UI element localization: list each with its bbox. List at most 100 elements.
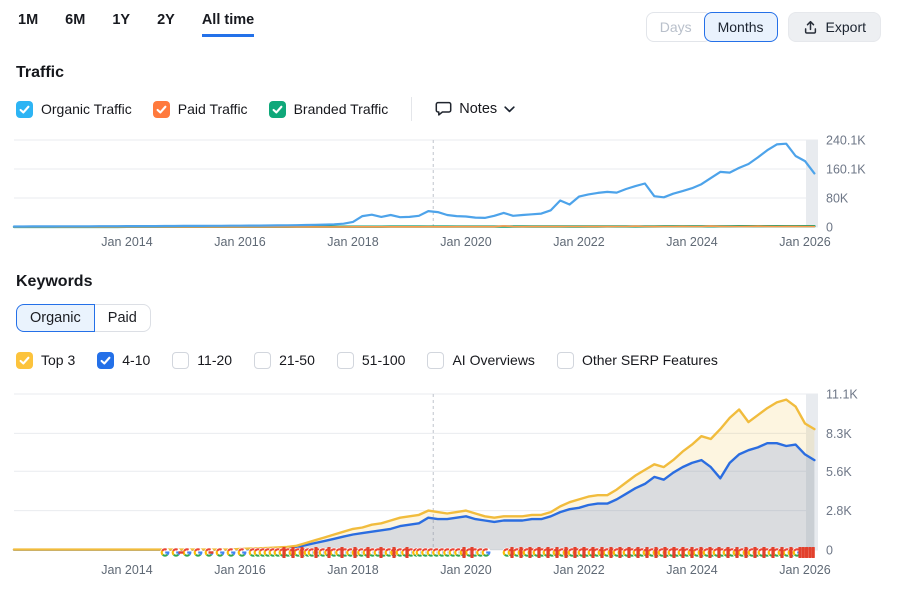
note-marker-bar [690, 547, 694, 558]
filter-label: 11-20 [197, 352, 233, 368]
note-marker-bar [470, 547, 474, 558]
legend-item-organic-traffic[interactable]: Organic Traffic [16, 100, 132, 118]
y-axis-label: 8.3K [826, 427, 852, 441]
top-3-line [12, 398, 816, 551]
notes-button[interactable]: Notes [435, 101, 515, 117]
filter-label: 21-50 [279, 352, 315, 368]
days-button[interactable]: Days [645, 12, 712, 42]
traffic-section: Traffic Organic Traffic Paid Traffic Brand… [0, 64, 899, 255]
note-marker-bar [699, 547, 703, 558]
note-marker-bar [519, 547, 523, 558]
checked-checkbox[interactable] [152, 100, 170, 118]
legend-item-label: Paid Traffic [177, 101, 248, 117]
chevron-down-icon [504, 105, 515, 113]
y-axis-label: 240.1K [826, 134, 866, 148]
filter-21-50[interactable]: 21-50 [254, 351, 315, 369]
notes-comment-icon [435, 101, 452, 117]
y-axis-label: 5.6K [826, 465, 852, 479]
note-marker-bar [528, 547, 532, 558]
4-10-area [14, 443, 815, 550]
note-marker-bar [340, 547, 344, 558]
range-tab-all-time[interactable]: All time [201, 12, 255, 37]
export-icon [803, 20, 818, 35]
filter-ai-overviews[interactable]: AI Overviews [427, 351, 535, 369]
filter-label: Top 3 [41, 352, 76, 368]
google-update-icon [237, 547, 247, 558]
note-marker-bar [726, 547, 730, 558]
checked-checkbox[interactable] [97, 351, 115, 369]
y-axis-label: 0 [826, 544, 833, 558]
unchecked-checkbox[interactable] [172, 351, 190, 369]
note-marker-bar [591, 547, 595, 558]
x-axis-label: Jan 2014 [101, 563, 152, 577]
note-marker-bar [618, 547, 622, 558]
note-marker-bar [811, 547, 815, 558]
checked-checkbox[interactable] [16, 100, 33, 118]
filter-other-serp-features[interactable]: Other SERP Features [556, 351, 718, 369]
filter-11-20[interactable]: 11-20 [172, 351, 233, 369]
filter-51-100[interactable]: 51-100 [336, 351, 406, 369]
note-marker-bar [282, 547, 286, 558]
note-marker-bar [392, 547, 396, 558]
months-button[interactable]: Months [703, 12, 778, 42]
range-tab-6m[interactable]: 6M [65, 12, 86, 28]
checked-checkbox[interactable] [16, 351, 33, 369]
y-axis-label: 0 [826, 221, 833, 235]
toggle-paid[interactable]: Paid [93, 304, 151, 332]
x-axis-label: Jan 2016 [214, 235, 265, 249]
unchecked-checkbox[interactable] [556, 351, 574, 369]
unchecked-checkbox[interactable] [427, 351, 445, 369]
x-axis-label: Jan 2016 [214, 563, 265, 577]
google-update-icon [193, 547, 203, 558]
x-axis-label: Jan 2014 [101, 235, 152, 249]
note-marker-bar [717, 547, 721, 558]
note-marker-bar [744, 547, 748, 558]
legend-item-paid-traffic[interactable]: Paid Traffic [152, 100, 248, 118]
note-marker-bar [780, 547, 784, 558]
granularity-toggle: Days Months [645, 12, 778, 42]
note-marker-bar [805, 547, 809, 558]
toggle-organic[interactable]: Organic [16, 304, 95, 332]
note-marker-bar [291, 547, 295, 558]
google-update-icon [160, 547, 170, 558]
legend-item-label: Organic Traffic [41, 101, 132, 117]
note-marker-bar [314, 547, 318, 558]
note-marker-bar [462, 547, 466, 558]
range-tab-1y[interactable]: 1Y [112, 12, 131, 28]
x-axis-label: Jan 2026 [779, 563, 830, 577]
x-axis-label: Jan 2018 [327, 563, 378, 577]
google-update-icon [171, 547, 181, 558]
filter-top-3[interactable]: Top 3 [16, 351, 76, 369]
note-marker-bar [627, 547, 631, 558]
filter-label: 51-100 [361, 352, 406, 368]
unchecked-checkbox[interactable] [336, 351, 354, 369]
note-marker-bar [609, 547, 613, 558]
filter-4-10[interactable]: 4-10 [97, 351, 151, 369]
note-marker-bar [808, 547, 812, 558]
note-marker-bar [366, 547, 370, 558]
note-marker-dash [178, 551, 184, 554]
legend-item-branded-traffic[interactable]: Branded Traffic [268, 100, 388, 118]
range-tab-2y[interactable]: 2Y [157, 12, 175, 28]
keywords-chart[interactable]: 11.1K 8.3K 5.6K 2.8K 0 Jan 2014 Jan 2016 Jan 20… [0, 386, 899, 586]
unchecked-checkbox[interactable] [254, 351, 272, 369]
traffic-chart[interactable]: 240.1K 160.1K 80K 0 Jan 2014 Jan 2016 Jan 2018… [0, 133, 899, 255]
topbar: 1M 6M 1Y 2Y All time Days Months Export [0, 0, 899, 42]
google-update-icon [226, 547, 236, 558]
note-marker-bar [708, 547, 712, 558]
x-axis-label: Jan 2020 [440, 563, 491, 577]
export-button[interactable]: Export [787, 12, 881, 42]
traffic-legend: Organic Traffic Paid Traffic Branded Traff… [16, 97, 899, 121]
checked-checkbox[interactable] [268, 100, 286, 118]
y-axis-label: 80K [826, 192, 849, 206]
y-axis-label: 2.8K [826, 504, 852, 518]
traffic-section-title: Traffic [16, 64, 65, 81]
note-marker-bar [735, 547, 739, 558]
range-tab-1m[interactable]: 1M [18, 12, 39, 28]
filter-label: 4-10 [122, 352, 151, 368]
note-marker-bar [636, 547, 640, 558]
note-marker-bar [327, 547, 331, 558]
google-update-icon [215, 547, 225, 558]
google-update-icon [481, 547, 491, 558]
note-marker-bar [405, 547, 409, 558]
